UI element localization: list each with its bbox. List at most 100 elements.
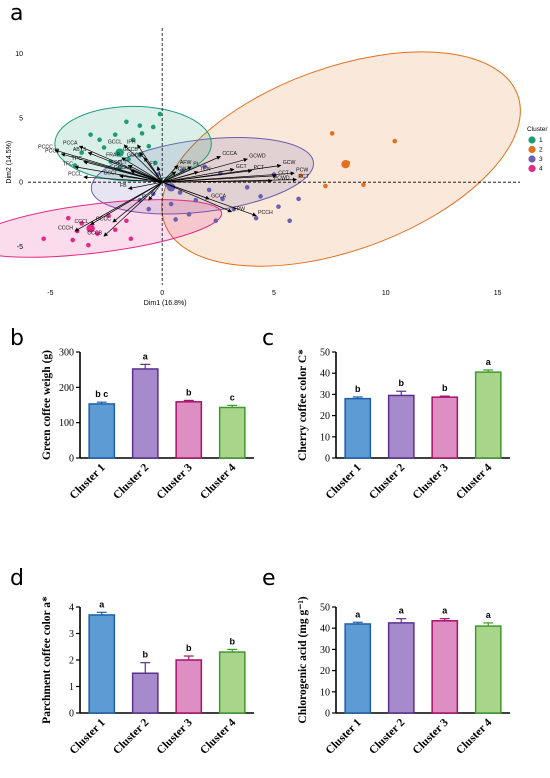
y-tick-label: 5: [19, 115, 23, 122]
loading-vector: [162, 166, 192, 183]
y-axis-label: Chlorogenic acid (mg g⁻¹): [297, 596, 309, 723]
y-tick-label: 10: [15, 51, 23, 58]
bar-chart-c: 0 10 20 30 40 50 b Cluster 1 b Cluster 2 b Cluster …: [297, 348, 510, 502]
category-label: Cluster 3: [411, 461, 451, 501]
loading-vector: [118, 174, 163, 183]
y-tick-label: 40: [320, 369, 330, 380]
loading-vector: [74, 181, 163, 232]
category-label: Cluster 2: [111, 461, 151, 501]
y-tick-label: 10: [320, 432, 330, 443]
point-cluster-3: [220, 196, 225, 202]
y-tick-label: 0: [325, 454, 330, 465]
y-axis-label: Cherry coffee color C*: [297, 349, 309, 461]
point-cluster-3: [244, 185, 250, 190]
significance-letter: b: [143, 650, 149, 660]
loading-vector: [162, 157, 248, 183]
significance-letter: c: [230, 392, 235, 402]
loading-vector: [162, 167, 235, 183]
legend-swatch-1: [528, 136, 536, 144]
point-cluster-1: [88, 132, 93, 137]
vector-label: GCCC: [96, 217, 112, 223]
loading-vector: [103, 181, 163, 237]
loading-vector: [83, 160, 163, 183]
legend-swatch-4: [528, 164, 536, 173]
point-cluster-1: [139, 131, 145, 136]
panel-letter-e: e: [262, 566, 276, 591]
legend-swatch-2: [528, 145, 536, 154]
centroid-cluster-1: [115, 148, 124, 157]
panel-letter-c: c: [262, 326, 274, 351]
y-tick-label: 0: [69, 709, 74, 720]
y-tick-label: 0: [325, 709, 330, 720]
centroid-cluster-2: [341, 160, 350, 169]
point-cluster-4: [79, 221, 84, 226]
point-cluster-4: [112, 227, 118, 233]
point-cluster-4: [41, 236, 46, 242]
legend-label-3: 3: [539, 156, 543, 163]
y-tick-label: -5: [17, 244, 23, 251]
x-tick-label: -5: [47, 290, 53, 297]
y-tick-label: 30: [320, 390, 330, 401]
point-cluster-3: [296, 196, 301, 202]
loading-vector: [137, 144, 163, 183]
y-tick-label: 20: [320, 666, 330, 677]
vector-label: FB: [120, 183, 127, 189]
point-cluster-3: [276, 204, 281, 209]
y-tick-label: 50: [320, 603, 330, 614]
point-cluster-1: [97, 137, 102, 143]
ellipse-cluster-1: [54, 105, 212, 182]
loading-vector: [87, 151, 163, 183]
vector-label: CCCL: [104, 170, 118, 176]
significance-letter: b: [355, 384, 361, 394]
category-label: Cluster 3: [155, 716, 195, 756]
vector-label: CCCA: [222, 151, 237, 157]
loading-vector: [162, 155, 221, 183]
y-tick-label: 0: [69, 454, 74, 465]
bar-3: [175, 401, 203, 459]
bar-4: [218, 406, 246, 459]
panel-letter-a: a: [10, 1, 23, 26]
vector-label: CCCL: [74, 219, 88, 225]
point-cluster-2: [323, 183, 328, 189]
bar-1: [88, 403, 116, 459]
vector-label: PCCA: [63, 141, 78, 147]
bar-4: [218, 651, 246, 714]
point-cluster-3: [202, 164, 207, 170]
point-cluster-1: [137, 123, 143, 128]
loading-vector: [127, 181, 163, 191]
bar-3: [431, 396, 459, 459]
panel-letter-b: b: [10, 326, 24, 351]
vector-label: GCCH: [114, 165, 130, 171]
loading-vector: [130, 169, 163, 183]
y-axis-label: Dim2 (14.5%): [6, 141, 13, 184]
vector-label: ABTS: [73, 147, 87, 153]
point-cluster-3: [177, 190, 183, 195]
category-label: Cluster 3: [411, 716, 451, 756]
significance-letter: a: [99, 599, 105, 609]
vector-label: PCCH: [258, 210, 273, 216]
vector-label: PCCB: [45, 148, 60, 154]
point-cluster-2: [361, 182, 366, 188]
point-cluster-4: [86, 242, 91, 248]
y-tick-label: 300: [59, 348, 74, 359]
point-cluster-1: [79, 150, 84, 155]
y-tick-label: 30: [320, 645, 330, 656]
significance-letter: a: [143, 351, 149, 361]
vector-label: SPLT: [114, 160, 127, 166]
category-label: Cluster 1: [324, 716, 364, 756]
centroid-cluster-4: [86, 224, 95, 233]
category-label: Cluster 1: [324, 461, 364, 501]
point-cluster-1: [130, 137, 136, 143]
point-cluster-3: [206, 187, 212, 193]
category-label: Cluster 3: [155, 461, 195, 501]
point-cluster-4: [124, 218, 129, 224]
category-label: Cluster 4: [198, 716, 238, 756]
category-label: Cluster 1: [68, 716, 108, 756]
ellipse-cluster-4: [0, 199, 223, 258]
x-tick-label: 5: [272, 290, 276, 297]
bar-3: [431, 620, 459, 714]
loading-vector: [128, 165, 163, 183]
point-cluster-4: [128, 236, 134, 242]
